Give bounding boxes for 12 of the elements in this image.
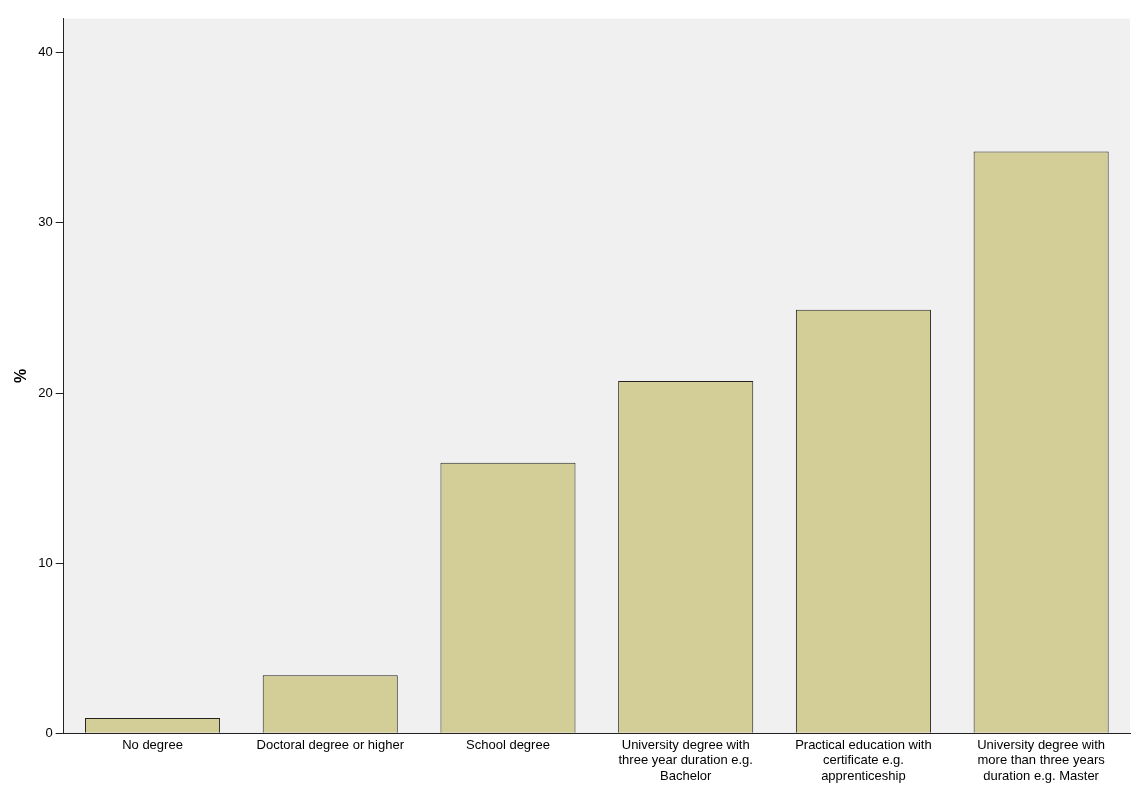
y-tick-label: 40 [38,44,53,60]
y-tick-label: 10 [38,554,53,570]
y-tick-label: 20 [38,384,53,400]
x-tick-label: School degree [466,736,550,752]
y-tick-label: 30 [38,214,53,230]
x-tick-label: No degree [122,736,183,752]
x-tick-label: University degree with more than three years duration e.g. Master [977,736,1106,783]
x-tick-label: University degree with three year duration e.g. Bachelor [618,736,753,783]
y-tick-label: 0 [45,724,53,740]
y-axis-title: % [12,368,30,384]
x-tick-label: Doctoral degree or higher [256,736,405,752]
x-tick-label: Practical education with certificate e.g. apprenticeship [795,736,932,783]
